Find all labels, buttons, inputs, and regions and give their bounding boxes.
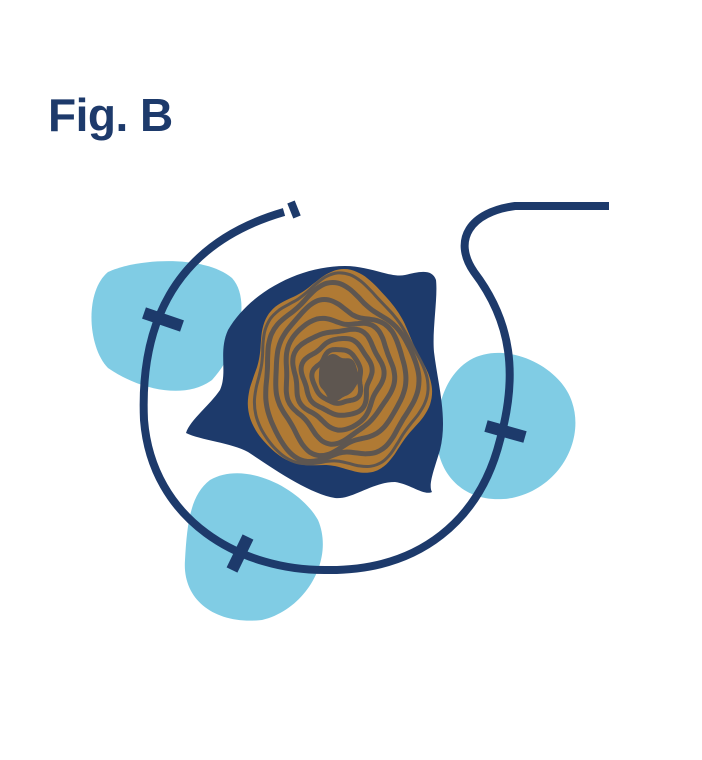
blob-bottom-left (184, 473, 323, 621)
tube-end-cap (287, 200, 301, 219)
wood-ring (273, 297, 409, 459)
wood-ring-edge (252, 271, 430, 469)
wood-ring (263, 280, 422, 465)
clip-top-left (142, 307, 184, 332)
wood-ring (309, 347, 364, 406)
clip-right (484, 420, 527, 443)
ring-core (318, 354, 359, 402)
tube-loop (139, 202, 609, 575)
concentric-wood-rings (247, 269, 433, 473)
wood-ring (290, 326, 387, 433)
wood-ring (298, 335, 375, 418)
clip-bottom (226, 534, 254, 573)
wood-ring (283, 315, 398, 447)
figure-title: Fig. B (48, 89, 173, 141)
